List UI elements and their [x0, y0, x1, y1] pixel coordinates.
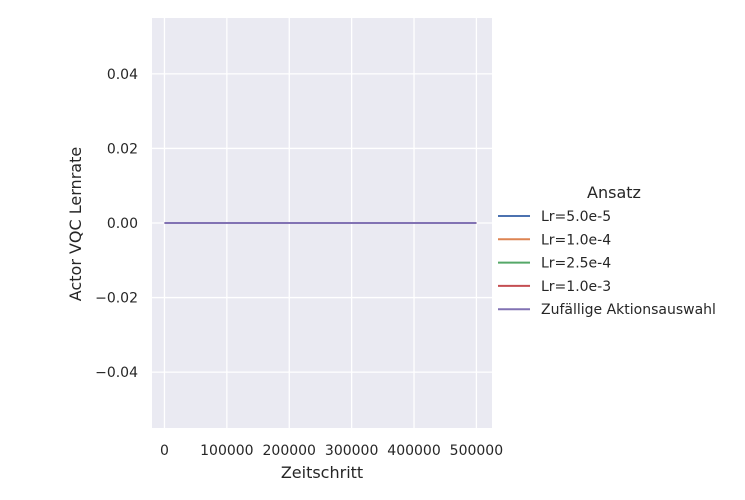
legend-entry: Lr=1.0e-4: [541, 232, 611, 248]
x-tick-label: 0: [160, 443, 169, 459]
x-axis-ticks: 0 100000 200000 300000 400000 500000: [160, 443, 503, 459]
x-tick-label: 400000: [387, 443, 440, 459]
y-tick-label: 0.00: [107, 216, 138, 232]
legend-title: Ansatz: [587, 183, 641, 202]
y-tick-label: −0.04: [95, 365, 138, 381]
y-axis-label: Actor VQC Lernrate: [66, 147, 85, 301]
legend-entry: Zufällige Aktionsauswahl: [541, 302, 716, 318]
legend: Ansatz Lr=5.0e-5 Lr=1.0e-4 Lr=2.5e-4 Lr=1.0…: [498, 183, 716, 318]
y-tick-label: 0.02: [107, 141, 138, 157]
x-tick-label: 500000: [450, 443, 503, 459]
y-tick-label: −0.02: [95, 291, 138, 307]
x-tick-label: 100000: [200, 443, 253, 459]
legend-entry: Lr=1.0e-3: [541, 279, 611, 295]
y-axis-ticks: −0.04 −0.02 0.00 0.02 0.04: [95, 67, 138, 381]
y-tick-label: 0.04: [107, 67, 138, 83]
x-tick-label: 200000: [263, 443, 316, 459]
legend-entry: Lr=2.5e-4: [541, 256, 611, 272]
x-tick-label: 300000: [325, 443, 378, 459]
x-axis-label: Zeitschritt: [281, 463, 363, 482]
legend-entry: Lr=5.0e-5: [541, 209, 611, 225]
